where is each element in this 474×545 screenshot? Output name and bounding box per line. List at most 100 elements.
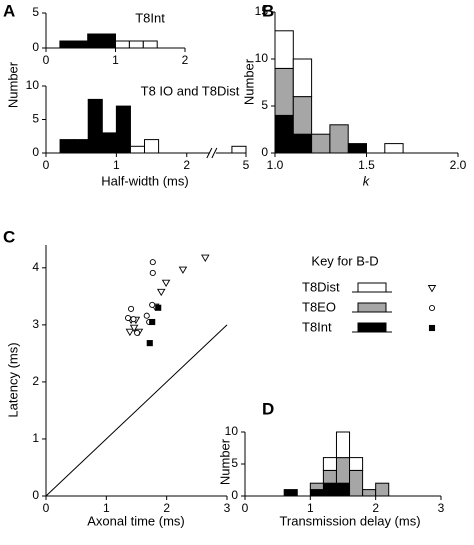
bar <box>311 133 331 154</box>
y-tick-label: 4 <box>32 260 39 274</box>
x-tick-label: 3 <box>438 501 445 515</box>
y-tick-label: 0 <box>32 145 39 159</box>
bar <box>335 482 351 497</box>
point <box>143 312 150 319</box>
bar <box>335 457 351 484</box>
point <box>129 324 139 333</box>
point <box>149 269 156 277</box>
point <box>428 324 436 332</box>
x-tick-label: 0 <box>43 53 50 67</box>
y-tick-label: 5 <box>32 5 39 19</box>
bar <box>274 30 294 69</box>
x-tick-label: 1.5 <box>358 158 375 172</box>
x-tick-label: 5 <box>243 158 250 172</box>
y-tick-label: 10 <box>26 78 40 92</box>
y-tick-label: 0 <box>32 488 39 502</box>
bar <box>335 431 351 459</box>
x-tick-label: 2 <box>372 501 379 515</box>
point <box>125 314 132 322</box>
bar <box>309 482 324 491</box>
x-axis-label: Axonal time (ms) <box>87 513 185 528</box>
point <box>155 304 162 311</box>
bar <box>292 133 313 154</box>
bar <box>128 40 144 49</box>
bar <box>73 139 89 154</box>
point <box>161 279 171 288</box>
panel-label: C <box>3 227 15 246</box>
y-tick-label: 15 <box>255 4 269 18</box>
x-tick-label: 2 <box>183 158 190 172</box>
y-axis-label: Number <box>241 58 256 105</box>
legend-label: T8Int <box>302 319 332 334</box>
x-tick-label: 1.0 <box>267 158 284 172</box>
x-tick-label: 2 <box>182 53 189 67</box>
chart-title: T8 IO and T8Dist <box>141 83 240 98</box>
x-tick-label: 0 <box>242 501 249 515</box>
panel-label: D <box>262 399 274 418</box>
y-tick-label: 0 <box>32 40 39 54</box>
bar <box>375 482 390 497</box>
bar <box>115 105 131 154</box>
y-axis-label: Number <box>217 438 232 485</box>
bar <box>87 33 103 49</box>
x-tick-label: 0 <box>43 158 50 172</box>
bar <box>309 489 324 497</box>
bar <box>384 143 404 154</box>
bar <box>129 145 146 154</box>
bar <box>101 33 116 49</box>
legend-label: T8EO <box>302 299 336 314</box>
x-tick-label: 2 <box>163 501 170 515</box>
panel-label: B <box>262 1 274 20</box>
point <box>149 259 156 266</box>
y-tick-label: 5 <box>32 112 39 126</box>
y-tick-label: 0 <box>231 488 238 502</box>
x-tick-label: 1 <box>307 501 314 515</box>
legend-swatch <box>357 282 387 293</box>
bar <box>59 40 75 49</box>
y-tick-label: 10 <box>255 51 269 65</box>
bar <box>115 40 130 49</box>
point <box>149 301 156 308</box>
point <box>149 318 156 326</box>
y-tick-label: 1 <box>32 431 39 445</box>
chart-title: T8Int <box>135 10 165 25</box>
point <box>146 340 153 347</box>
axis-break <box>206 147 213 159</box>
legend-label: T8Dist <box>302 279 340 294</box>
legend-title: Key for B-D <box>311 253 378 268</box>
bar <box>292 58 313 98</box>
bar <box>87 98 103 154</box>
x-axis-label: Transmission delay (ms) <box>279 513 420 528</box>
point <box>427 285 437 293</box>
legend-swatch <box>357 302 387 313</box>
x-tick-label: 2.0 <box>450 158 467 172</box>
bar <box>101 132 117 154</box>
bar <box>362 489 377 497</box>
x-tick-label: 0 <box>43 501 50 515</box>
point <box>130 316 137 323</box>
point <box>128 305 135 312</box>
x-axis-label: k <box>363 173 371 188</box>
bar <box>349 457 364 471</box>
y-tick-label: 5 <box>261 98 268 112</box>
x-tick-label: 1 <box>112 53 119 67</box>
panel-label: A <box>3 1 15 20</box>
bar <box>59 139 75 154</box>
bar <box>349 469 364 497</box>
bar <box>231 145 247 154</box>
point <box>125 328 135 337</box>
y-tick-label: 10 <box>225 424 239 438</box>
point <box>134 329 141 336</box>
point <box>178 266 188 274</box>
y-tick-label: 0 <box>261 145 268 159</box>
legend-swatch <box>357 322 387 333</box>
y-tick-label: 3 <box>32 317 39 331</box>
bar <box>322 469 337 484</box>
x-axis-label: Half-width (ms) <box>101 173 188 188</box>
bar <box>322 457 337 471</box>
bar <box>283 489 298 497</box>
y-axis-label: Latency (ms) <box>5 342 20 417</box>
x-tick-label: 3 <box>224 501 231 515</box>
point <box>156 288 166 297</box>
